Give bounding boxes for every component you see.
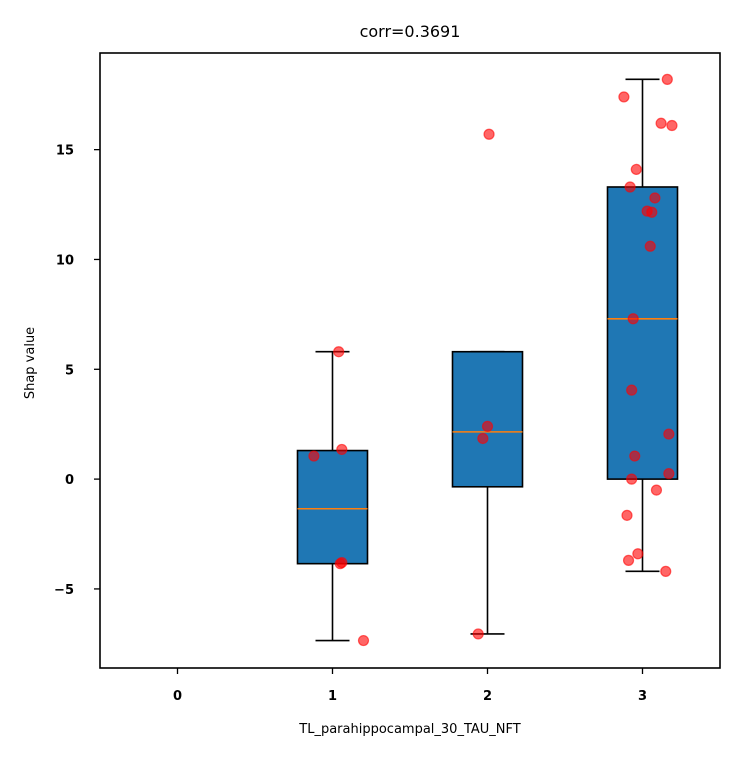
data-point	[644, 240, 656, 252]
data-point	[663, 468, 675, 480]
data-point	[627, 313, 639, 325]
y-tick-label: 15	[56, 144, 74, 159]
data-point	[308, 450, 320, 462]
data-point	[622, 554, 635, 566]
data-point	[660, 565, 672, 577]
data-point	[661, 73, 673, 85]
data-point	[663, 428, 675, 440]
data-point	[618, 91, 630, 103]
x-tick-label: 1	[328, 689, 337, 704]
data-point	[336, 556, 348, 569]
data-point	[629, 450, 641, 462]
data-point	[646, 206, 658, 218]
plot-area: 0 1 2 3 −5 0 5 10 15	[54, 52, 721, 704]
y-tick-label: −5	[54, 583, 74, 598]
x-tick-label: 2	[483, 689, 492, 704]
data-point	[336, 443, 348, 456]
data-point	[632, 548, 644, 560]
data-point	[655, 117, 667, 129]
data-point	[649, 192, 661, 204]
chart-title: corr=0.3691	[360, 22, 461, 41]
data-point	[626, 384, 638, 396]
data-point	[472, 628, 484, 640]
data-point	[481, 420, 494, 432]
data-point	[621, 509, 633, 521]
data-point	[624, 181, 636, 193]
y-axis-label: Shap value	[23, 327, 38, 399]
y-tick-label: 10	[56, 253, 74, 268]
plot-frame	[99, 52, 721, 669]
data-point	[630, 163, 642, 176]
box-1	[296, 449, 369, 565]
y-tick-label: 5	[65, 363, 74, 378]
data-point	[626, 473, 638, 485]
y-tick-label: 0	[65, 473, 74, 488]
data-point	[333, 346, 345, 358]
data-point	[357, 634, 370, 647]
x-tick-label: 0	[173, 689, 182, 704]
data-point	[666, 119, 678, 132]
x-axis-label: TL_parahippocampal_30_TAU_NFT	[298, 722, 520, 737]
x-tick-label: 3	[638, 689, 647, 704]
box-2	[451, 350, 524, 488]
data-point	[483, 128, 495, 140]
data-point	[477, 432, 489, 445]
data-point	[650, 484, 663, 496]
